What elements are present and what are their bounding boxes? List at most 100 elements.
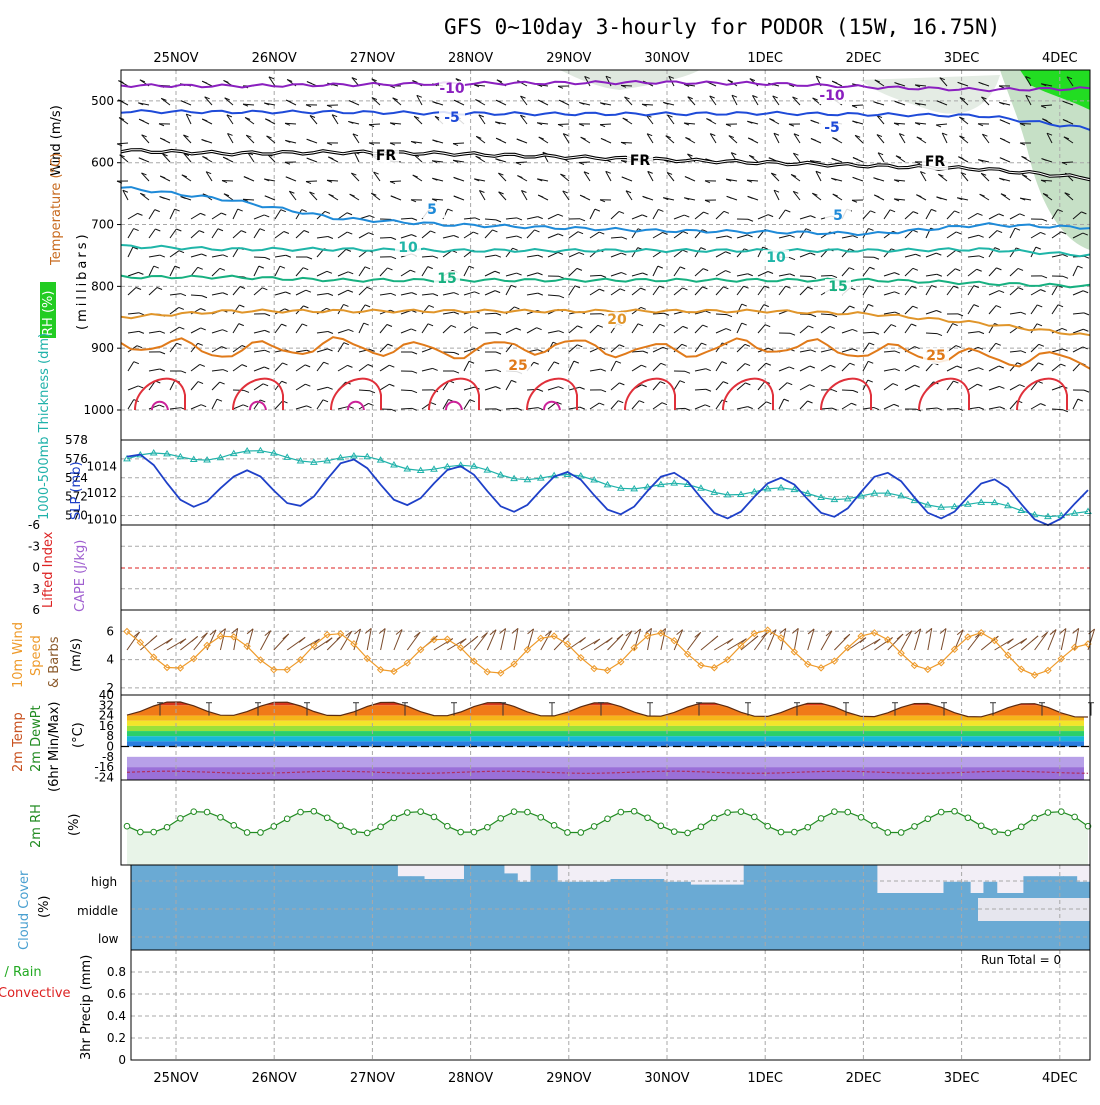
rh-point bbox=[485, 824, 491, 830]
cloud-high-bar bbox=[810, 865, 824, 893]
cloud-high-bar bbox=[224, 865, 238, 893]
rh-point bbox=[364, 830, 370, 836]
rh-point bbox=[498, 816, 504, 822]
date-label-bottom: 3DEC bbox=[944, 1071, 980, 1086]
tmp-ylabel-2: 2m DewPt bbox=[29, 705, 44, 772]
rh-point bbox=[124, 823, 130, 829]
precip-ylabel-total: Total / Rain bbox=[0, 965, 42, 980]
rh-point bbox=[538, 815, 544, 821]
rh-point bbox=[511, 809, 517, 815]
rh-point bbox=[1072, 814, 1078, 820]
cloud-high-bar bbox=[784, 865, 798, 893]
rh-point bbox=[218, 815, 224, 821]
rh-point bbox=[1045, 810, 1051, 816]
rh-area bbox=[124, 808, 1091, 865]
cloud-cover-panel: high middle low Cloud Cover (%) bbox=[17, 865, 1091, 950]
cloud-high-bar bbox=[744, 865, 758, 893]
w10-barb-flag bbox=[166, 638, 172, 643]
upper-panel-bg bbox=[121, 70, 1090, 440]
cloud-high-bar bbox=[1063, 876, 1077, 893]
rh-point bbox=[618, 809, 624, 815]
rh-point bbox=[324, 815, 330, 821]
rh-point bbox=[431, 814, 437, 820]
contour-label: -5 bbox=[444, 110, 460, 126]
w10-barb-flag bbox=[617, 634, 623, 639]
rh-point bbox=[805, 824, 811, 830]
cloud-high-bar bbox=[477, 865, 491, 893]
date-label-top: 30NOV bbox=[644, 51, 689, 66]
contour-label: 25 bbox=[926, 348, 945, 364]
contour-label: FR bbox=[376, 148, 397, 164]
rh-point bbox=[925, 816, 931, 822]
thickness-line bbox=[127, 451, 1088, 517]
cloud-high-bar bbox=[344, 865, 358, 893]
rh-point bbox=[765, 823, 771, 829]
contour-label: 15 bbox=[437, 271, 456, 287]
cloud-middle-label: middle bbox=[77, 904, 118, 918]
rh-point bbox=[471, 829, 477, 835]
contour-label: FR bbox=[630, 153, 651, 169]
slp-tick-label: 1010 bbox=[86, 513, 117, 527]
cloud-high-bar bbox=[278, 865, 292, 893]
cloud-high-bar bbox=[1023, 876, 1037, 893]
w10-tick-label: 6 bbox=[106, 624, 114, 638]
slp-ylabel: SLP (mb) bbox=[69, 461, 84, 520]
cloud-high-bar bbox=[158, 865, 172, 893]
contour-label: -10 bbox=[439, 81, 465, 97]
rh-point bbox=[685, 830, 691, 836]
cloud-high-bar bbox=[770, 865, 784, 893]
cloud-high-bar bbox=[251, 865, 265, 893]
rh-point bbox=[898, 830, 904, 836]
cloud-high-bar bbox=[864, 865, 878, 893]
cloud-high-bar bbox=[837, 865, 851, 893]
wind-barb bbox=[947, 408, 958, 409]
precip-frame bbox=[131, 950, 1090, 1060]
cloud-high-bar bbox=[264, 865, 278, 893]
wind-barb bbox=[926, 333, 937, 334]
date-label-top: 29NOV bbox=[546, 51, 591, 66]
rh-ylabel: RH (%) bbox=[41, 291, 56, 336]
contour-label: 15 bbox=[828, 279, 847, 295]
date-label-bottom: 26NOV bbox=[252, 1071, 297, 1086]
precip-ylabel-conv: Convective bbox=[0, 986, 71, 1001]
w10-ticks: 642 bbox=[106, 624, 114, 695]
date-label-top: 26NOV bbox=[252, 51, 297, 66]
rh-point bbox=[872, 823, 878, 829]
rh-unit: (%) bbox=[67, 814, 82, 837]
w10-barb bbox=[260, 631, 270, 650]
wind-barb bbox=[369, 124, 380, 125]
rh-point bbox=[271, 824, 277, 830]
w10-barb bbox=[1035, 632, 1048, 650]
w10-ylabel-3: & Barbs bbox=[47, 636, 62, 688]
tmp-unit: (°C) bbox=[71, 722, 86, 748]
cloud-high-bar bbox=[957, 882, 971, 893]
rh-point bbox=[1018, 824, 1024, 830]
rh-point bbox=[631, 808, 637, 814]
li-tick-label: 6 bbox=[32, 603, 40, 617]
rh-point bbox=[191, 809, 197, 815]
precip-tick-label: 0.2 bbox=[107, 1031, 126, 1045]
contour-label: 10 bbox=[766, 250, 786, 266]
temp-band bbox=[127, 731, 1084, 736]
date-label-bottom: 27NOV bbox=[350, 1071, 395, 1086]
rh-point bbox=[565, 830, 571, 836]
contour-label: 10 bbox=[398, 240, 418, 256]
chart-title: GFS 0~10day 3-hourly for PODOR (15W, 16.… bbox=[444, 15, 1000, 39]
cloud-high-bar bbox=[331, 865, 345, 893]
cloud-high-bar bbox=[677, 882, 691, 893]
date-label-bottom: 25NOV bbox=[153, 1071, 198, 1086]
cloud-high-bar bbox=[491, 865, 505, 893]
li-tick-label: 0 bbox=[32, 561, 40, 575]
cloud-middle-edge bbox=[978, 893, 1090, 898]
precip-tick-label: 0.4 bbox=[107, 1009, 126, 1023]
rh-point bbox=[858, 815, 864, 821]
rh-point bbox=[178, 816, 184, 822]
pressure-tick-label: 500 bbox=[91, 94, 114, 108]
rh-point bbox=[711, 815, 717, 821]
2m-rh-panel: 2m RH (%) bbox=[29, 780, 1091, 865]
rh-point bbox=[578, 830, 584, 836]
rh-point bbox=[338, 823, 344, 829]
